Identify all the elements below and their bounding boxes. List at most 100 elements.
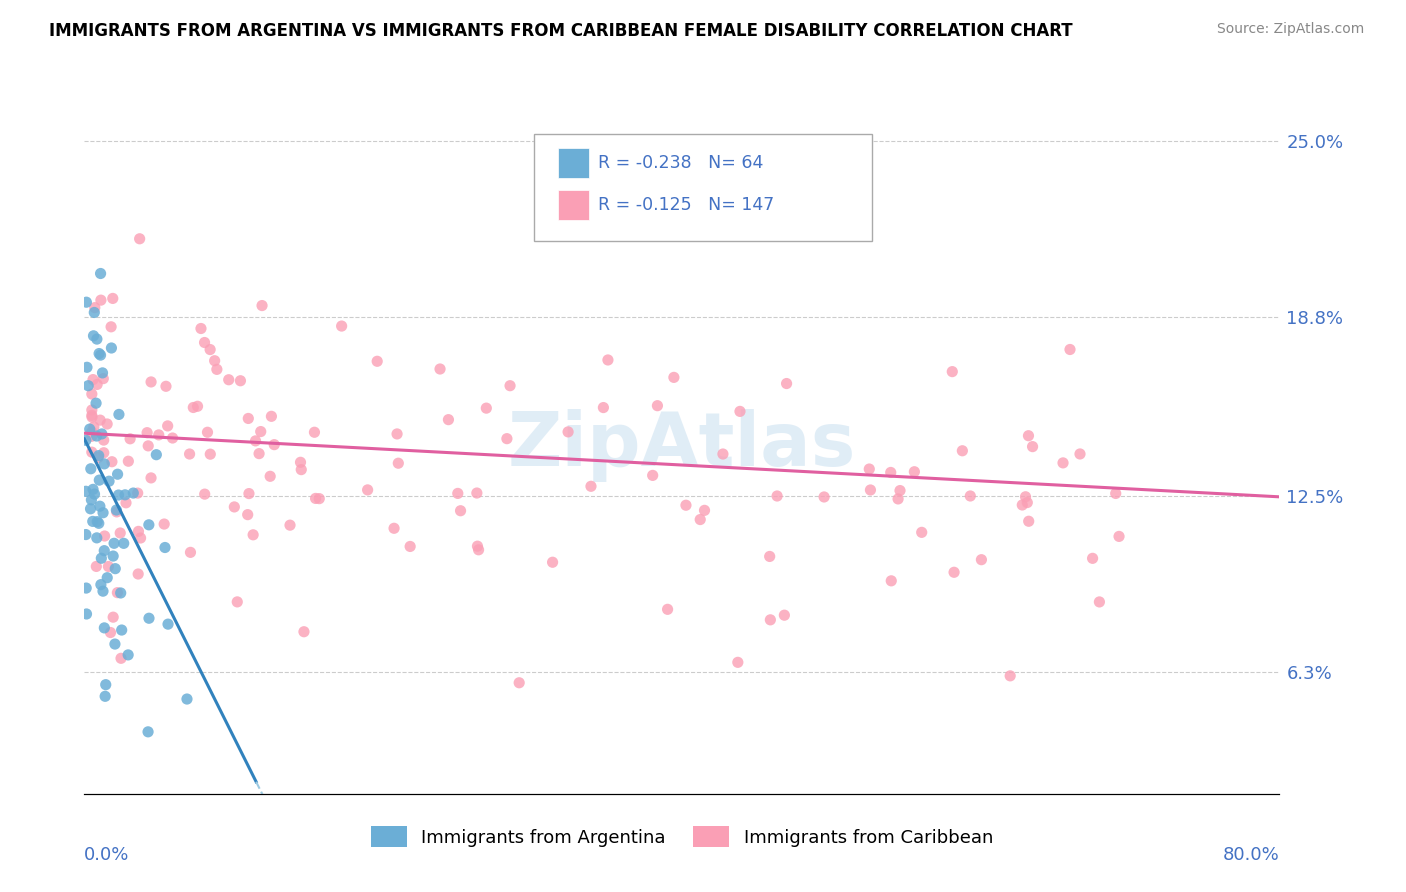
Point [108, 526, 131, 541]
Point [1018, 514, 1040, 528]
Point [1069, 447, 1091, 461]
Point [100, 341, 122, 355]
Point [387, 456, 409, 470]
Point [889, 483, 911, 498]
Point [111, 623, 134, 637]
Point [79, 501, 101, 516]
Point [308, 491, 330, 506]
Point [145, 448, 167, 462]
Point [93, 446, 115, 460]
Point [773, 608, 796, 623]
Point [86, 531, 108, 545]
Point [290, 462, 312, 476]
Point [1052, 456, 1074, 470]
Point [447, 486, 470, 500]
Point [1017, 428, 1039, 442]
Point [79, 422, 101, 436]
Point [138, 611, 160, 625]
Point [96, 571, 118, 585]
Point [156, 418, 179, 433]
Point [465, 486, 488, 500]
Point [110, 586, 132, 600]
Point [83, 301, 105, 315]
Point [499, 378, 522, 392]
Point [86, 332, 108, 346]
Point [89, 500, 111, 514]
Point [247, 447, 270, 461]
Point [970, 552, 993, 566]
Point [429, 362, 451, 376]
Point [157, 617, 180, 632]
Point [136, 439, 159, 453]
Point [647, 399, 669, 413]
Point [242, 528, 264, 542]
Text: R = -0.238   N= 64: R = -0.238 N= 64 [598, 154, 763, 172]
Point [136, 724, 159, 739]
Point [859, 483, 882, 497]
Point [76, 607, 98, 621]
Point [90, 551, 112, 566]
Text: IMMIGRANTS FROM ARGENTINA VS IMMIGRANTS FROM CARIBBEAN FEMALE DISABILITY CORRELA: IMMIGRANTS FROM ARGENTINA VS IMMIGRANTS … [49, 22, 1073, 40]
Point [93, 621, 115, 635]
Point [80, 387, 103, 401]
Point [139, 471, 162, 485]
Point [112, 536, 135, 550]
Point [179, 447, 201, 461]
Point [190, 321, 212, 335]
Point [292, 624, 315, 639]
Point [224, 500, 246, 514]
Point [467, 542, 489, 557]
Point [105, 503, 128, 517]
Point [80, 429, 103, 443]
Point [90, 348, 112, 362]
Point [127, 567, 149, 582]
Point [117, 454, 139, 468]
Point [304, 491, 326, 506]
Point [356, 483, 378, 497]
Point [138, 517, 160, 532]
Point [87, 449, 110, 463]
Point [114, 488, 136, 502]
Point [1059, 343, 1081, 357]
Point [129, 531, 152, 545]
Point [75, 434, 97, 448]
Point [226, 595, 249, 609]
Point [80, 410, 103, 425]
Text: Source: ZipAtlas.com: Source: ZipAtlas.com [1216, 22, 1364, 37]
Point [93, 543, 115, 558]
Point [75, 527, 97, 541]
Point [290, 455, 312, 469]
Point [108, 408, 131, 422]
Text: ZipAtlas: ZipAtlas [508, 409, 856, 483]
Point [80, 425, 103, 439]
Point [693, 503, 716, 517]
Point [179, 545, 201, 559]
Point [467, 539, 489, 553]
Point [101, 610, 124, 624]
Point [89, 473, 111, 487]
Point [205, 362, 228, 376]
Point [80, 409, 103, 423]
Text: 80.0%: 80.0% [1223, 846, 1279, 864]
Text: 0.0%: 0.0% [84, 846, 129, 864]
Point [90, 426, 112, 441]
Point [80, 462, 103, 476]
Point [87, 516, 110, 531]
Point [84, 396, 107, 410]
Point [675, 498, 697, 512]
Point [1011, 498, 1033, 512]
Point [766, 489, 789, 503]
Point [1081, 551, 1104, 566]
Point [120, 432, 142, 446]
Point [127, 486, 149, 500]
Point [91, 584, 114, 599]
Point [80, 403, 103, 417]
Point [759, 613, 782, 627]
Point [399, 540, 422, 554]
Point [475, 401, 498, 416]
Point [76, 360, 98, 375]
Point [689, 512, 711, 526]
Point [758, 549, 780, 564]
Point [105, 585, 128, 599]
Point [107, 488, 129, 502]
